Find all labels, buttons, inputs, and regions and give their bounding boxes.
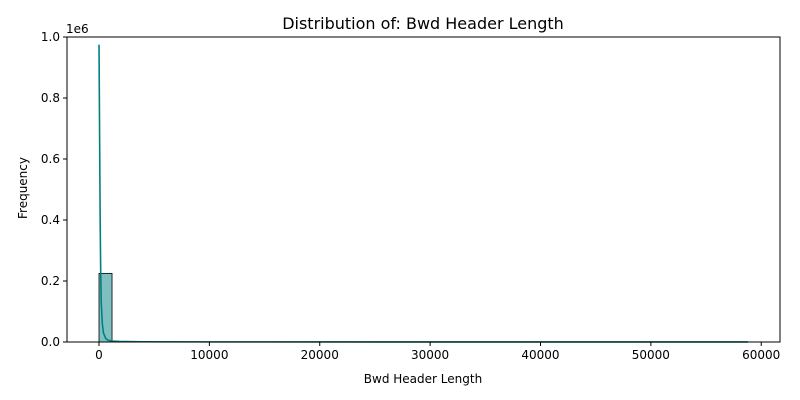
x-tick-label: 40000 xyxy=(521,348,559,362)
x-tick-label: 0 xyxy=(95,348,103,362)
x-axis-label: Bwd Header Length xyxy=(364,372,482,386)
y-axis: 0.0 0.2 0.4 0.6 0.8 1.0 xyxy=(41,30,67,349)
y-tick-label: 0.2 xyxy=(41,274,60,288)
kde-line xyxy=(98,44,748,343)
y-tick-label: 0.8 xyxy=(41,91,60,105)
y-axis-offset-label: 1e6 xyxy=(66,22,89,36)
x-tick-label: 30000 xyxy=(411,348,449,362)
axes-frame xyxy=(66,36,781,343)
y-axis-label: Frequency xyxy=(16,157,30,219)
plot-area xyxy=(98,44,748,343)
x-tick-label: 50000 xyxy=(632,348,670,362)
y-tick-label: 0.4 xyxy=(41,213,60,227)
x-axis: 0 10000 20000 30000 40000 50000 60000 xyxy=(95,342,780,362)
y-tick-label: 1.0 xyxy=(41,30,60,44)
y-tick-label: 0.0 xyxy=(41,335,60,349)
x-tick-label: 20000 xyxy=(301,348,339,362)
chart-title: Distribution of: Bwd Header Length xyxy=(282,14,564,33)
x-tick-label: 10000 xyxy=(190,348,228,362)
x-tick-label: 60000 xyxy=(742,348,780,362)
y-tick-label: 0.6 xyxy=(41,152,60,166)
